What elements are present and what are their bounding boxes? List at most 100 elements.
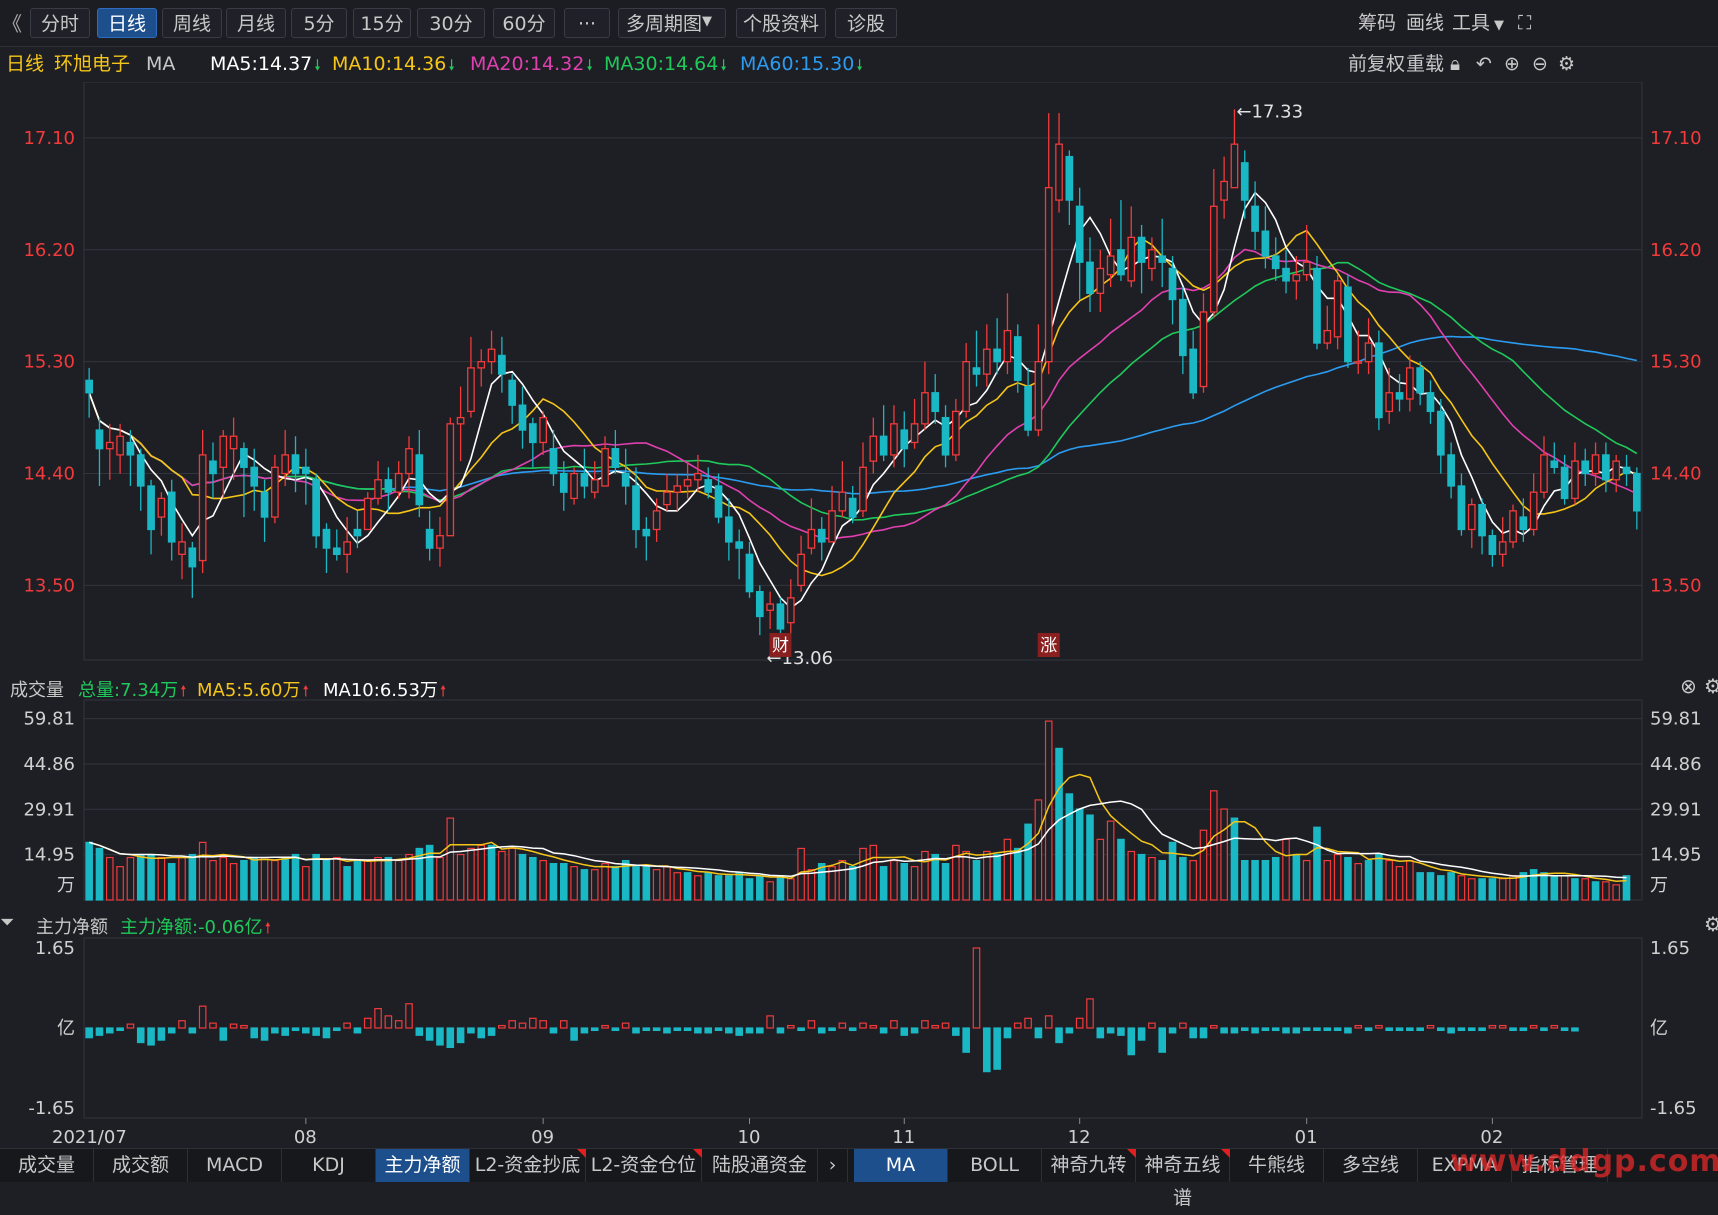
main-net-bar xyxy=(570,1027,578,1041)
main-net-bar xyxy=(136,1027,145,1044)
tab-30min[interactable]: 30分 xyxy=(417,8,485,38)
volume-bar xyxy=(859,847,867,901)
reload-button[interactable]: 重载 xyxy=(1406,53,1445,75)
stock-profile-button[interactable]: 个股资料 xyxy=(736,8,826,38)
volume-bar xyxy=(663,866,671,901)
volume-bar xyxy=(353,859,362,901)
main-net-bar xyxy=(1003,1027,1012,1039)
tab-intraday[interactable]: 分时 xyxy=(30,8,90,38)
flow-tick-left: 1.65 xyxy=(35,938,75,959)
indicator-tab[interactable]: 成交额 xyxy=(94,1149,188,1182)
indicator-tab[interactable]: 主力净额 xyxy=(376,1149,470,1182)
stock-name: 环旭电子 xyxy=(54,53,131,75)
panel-settings-icon[interactable]: ⚙ xyxy=(1704,912,1718,936)
overlay-tab[interactable]: 神奇五线谱 xyxy=(1136,1149,1230,1209)
indicator-tab[interactable]: L2-资金抄底 xyxy=(470,1149,586,1182)
volume-bar xyxy=(1034,799,1043,901)
main-net-bar xyxy=(1013,1022,1022,1029)
candle-body xyxy=(1344,286,1352,363)
collapse-panel-icon[interactable]: ⏷ xyxy=(0,912,15,933)
settings-gear-icon[interactable]: ⚙ xyxy=(1558,53,1576,75)
overlay-tab[interactable]: BOLL xyxy=(948,1149,1042,1182)
volume-bar xyxy=(621,859,630,901)
indicator-tab[interactable]: 成交量 xyxy=(0,1149,94,1182)
candle-body xyxy=(312,479,321,537)
main-net-bar xyxy=(508,1020,516,1029)
main-net-bar xyxy=(1106,1027,1115,1034)
overlay-tab[interactable]: 多空线 xyxy=(1324,1149,1418,1182)
candle-body xyxy=(1230,143,1239,189)
tab-monthly[interactable]: 月线 xyxy=(226,8,286,38)
volume-ma5: MA5:5.60万 🠕 xyxy=(197,680,309,701)
volume-bar xyxy=(1137,853,1146,901)
overlay-tab[interactable]: MA xyxy=(854,1149,948,1182)
candle-body xyxy=(972,367,981,375)
overlay-tab[interactable]: 神奇九转 xyxy=(1042,1149,1136,1182)
main-net-bar xyxy=(539,1020,547,1029)
main-net-bar xyxy=(776,1027,785,1034)
kline-chart[interactable]: 17.10 17.10 16.20 16.20 15.30 15.30 14.40 14.40… xyxy=(0,82,1718,1148)
volume-bar xyxy=(1612,884,1621,901)
candle-body xyxy=(642,528,651,537)
volume-bar xyxy=(322,859,331,901)
volume-bar xyxy=(1416,872,1424,901)
tab-weekly[interactable]: 周线 xyxy=(162,8,222,38)
candle-body xyxy=(271,466,279,518)
tab-60min[interactable]: 60分 xyxy=(493,8,555,38)
candle-body xyxy=(941,416,950,456)
tab-daily[interactable]: 日线 xyxy=(97,8,157,38)
collapse-left-icon[interactable]: 《 xyxy=(2,12,22,36)
fullscreen-icon[interactable]: ⛶ xyxy=(1518,12,1532,34)
draw-line-button[interactable]: 画线 xyxy=(1406,12,1445,34)
adjust-forward-button[interactable]: 前复权 xyxy=(1348,53,1406,75)
volume-bar xyxy=(467,847,475,901)
chip-button[interactable]: 筹码 xyxy=(1358,12,1397,34)
flow-tick-left: -1.65 xyxy=(28,1098,75,1119)
undo-icon[interactable]: ↶ xyxy=(1476,53,1492,75)
candle-body xyxy=(704,479,713,493)
indicator-tab[interactable]: MACD xyxy=(188,1149,282,1182)
candle-body xyxy=(559,472,568,493)
overlay-tab[interactable]: 指标管理 xyxy=(1512,1149,1608,1182)
price-tick-right: 13.50 xyxy=(1650,575,1702,596)
zoom-out-icon[interactable]: ⊖ xyxy=(1532,53,1548,75)
tab-5min[interactable]: 5分 xyxy=(291,8,347,38)
main-net-bar xyxy=(281,1027,289,1036)
diagnosis-button[interactable]: 诊股 xyxy=(835,8,897,38)
scroll-right-icon[interactable]: › xyxy=(818,1149,848,1182)
panel-settings-icon[interactable]: ⚙ xyxy=(1704,674,1718,698)
main-net-bar xyxy=(704,1027,713,1034)
date-tick: 11 xyxy=(892,1127,915,1148)
volume-bar xyxy=(1385,859,1394,901)
close-panel-icon[interactable]: ⊗ xyxy=(1680,674,1697,698)
ma20-value: MA20:14.32 🠗 xyxy=(470,46,593,83)
candle-body xyxy=(931,392,940,413)
volume-bar xyxy=(405,853,413,901)
main-net-bar xyxy=(1406,1027,1414,1032)
zoom-in-icon[interactable]: ⊕ xyxy=(1504,53,1520,75)
tools-menu-button[interactable]: 工具 ▼ xyxy=(1452,12,1505,34)
main-net-bar xyxy=(1416,1027,1424,1032)
main-net-bar xyxy=(1571,1027,1579,1032)
candle-body xyxy=(1096,267,1105,294)
lock-icon[interactable]: 🔒︎ xyxy=(1450,53,1461,75)
tab-15min[interactable]: 15分 xyxy=(353,8,411,38)
candle-body xyxy=(1632,472,1641,512)
indicator-tab[interactable]: 陆股通资金 xyxy=(702,1149,818,1182)
main-net-bar xyxy=(859,1022,867,1029)
main-net-bar xyxy=(332,1027,341,1032)
volume-bar xyxy=(425,844,434,901)
more-periods-button[interactable]: ··· xyxy=(564,8,610,38)
volume-bar xyxy=(384,856,393,901)
volume-bar xyxy=(1117,838,1125,901)
candle-body xyxy=(477,361,486,369)
multi-period-button[interactable]: 多周期图 xyxy=(618,8,726,38)
main-net-bar xyxy=(921,1020,929,1029)
volume-bar xyxy=(1055,747,1063,901)
indicator-tab[interactable]: L2-资金仓位 xyxy=(586,1149,702,1182)
ma-indicator-label[interactable]: MA xyxy=(146,53,176,75)
overlay-tab[interactable]: 牛熊线 xyxy=(1230,1149,1324,1182)
indicator-tab[interactable]: KDJ xyxy=(282,1149,376,1182)
overlay-tab[interactable]: EXPMA xyxy=(1418,1149,1512,1182)
candle-body xyxy=(735,541,744,549)
